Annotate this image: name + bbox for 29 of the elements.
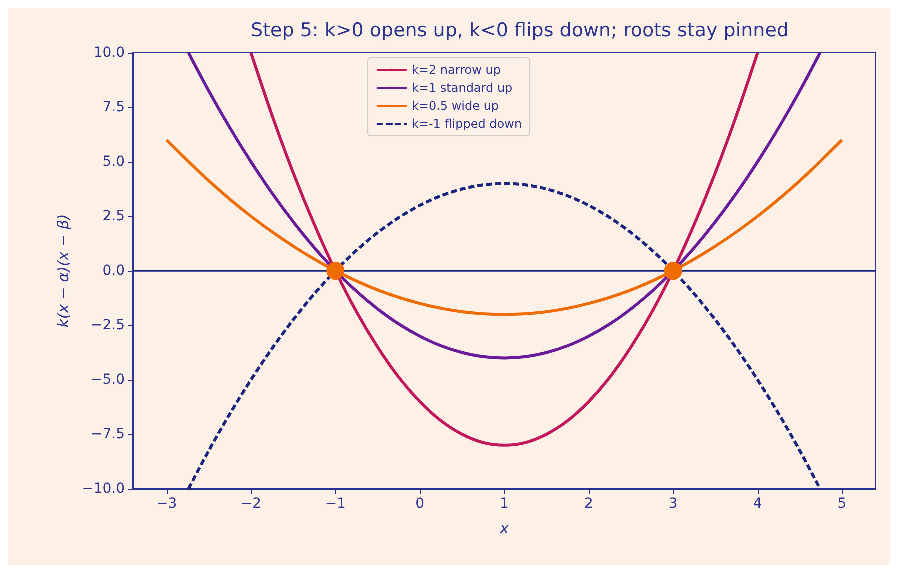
- y-tick-label: −5.0: [91, 372, 125, 388]
- y-tick-label: 0.0: [102, 263, 125, 279]
- x-tick-label: 2: [584, 496, 594, 512]
- line-series: [187, 182, 822, 490]
- x-tick-label: 5: [838, 496, 847, 512]
- legend-label: k=0.5 wide up: [412, 99, 500, 113]
- x-tick-label: −3: [156, 496, 178, 512]
- line-series: [187, 52, 822, 360]
- legend-label: k=1 standard up: [412, 81, 513, 95]
- x-tick-label: 1: [500, 496, 509, 512]
- legend-label: k=2 narrow up: [412, 63, 501, 77]
- line-series: [250, 52, 760, 447]
- x-tick-label: −2: [240, 496, 262, 512]
- y-tick-label: −2.5: [91, 318, 125, 334]
- y-tick-label: 7.5: [102, 100, 125, 116]
- y-tick-label: −7.5: [91, 426, 125, 442]
- chart-title: Step 5: k>0 opens up, k<0 flips down; roots stay pinned: [251, 20, 789, 42]
- x-tick-label: −1: [325, 496, 346, 512]
- x-tick-label: 4: [753, 496, 762, 512]
- x-tick-label: 0: [416, 496, 425, 512]
- x-axis-title: x: [499, 520, 510, 538]
- x-tick-label: 3: [668, 496, 678, 512]
- y-tick-label: 10.0: [94, 45, 125, 61]
- y-axis-title: k(x − α)(x − β): [54, 214, 72, 328]
- line-series: [165, 138, 844, 316]
- y-tick-label: 5.0: [102, 154, 125, 170]
- y-tick-label: −10.0: [82, 481, 125, 497]
- y-tick-label: 2.5: [102, 208, 125, 224]
- legend-label: k=-1 flipped down: [412, 117, 522, 131]
